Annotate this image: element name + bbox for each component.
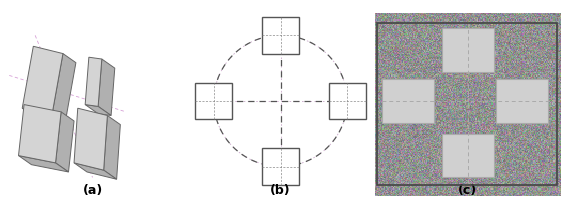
Bar [496, 80, 548, 123]
Bar [195, 83, 232, 119]
Text: (c): (c) [458, 183, 477, 196]
Text: (b): (b) [270, 183, 291, 196]
Polygon shape [22, 109, 65, 125]
Bar [329, 83, 366, 119]
Polygon shape [85, 58, 102, 107]
Bar [376, 23, 557, 185]
Bar [262, 18, 299, 54]
Polygon shape [74, 163, 117, 179]
Polygon shape [98, 60, 115, 116]
Polygon shape [22, 47, 63, 116]
Bar [262, 149, 299, 185]
Text: (a): (a) [82, 183, 103, 196]
Polygon shape [85, 105, 111, 116]
Bar [442, 134, 494, 178]
Bar [442, 29, 494, 73]
Bar [382, 80, 434, 123]
Polygon shape [74, 109, 107, 170]
Polygon shape [104, 116, 120, 179]
Polygon shape [56, 112, 74, 172]
Polygon shape [19, 105, 61, 163]
Polygon shape [52, 54, 76, 125]
Polygon shape [19, 156, 68, 172]
